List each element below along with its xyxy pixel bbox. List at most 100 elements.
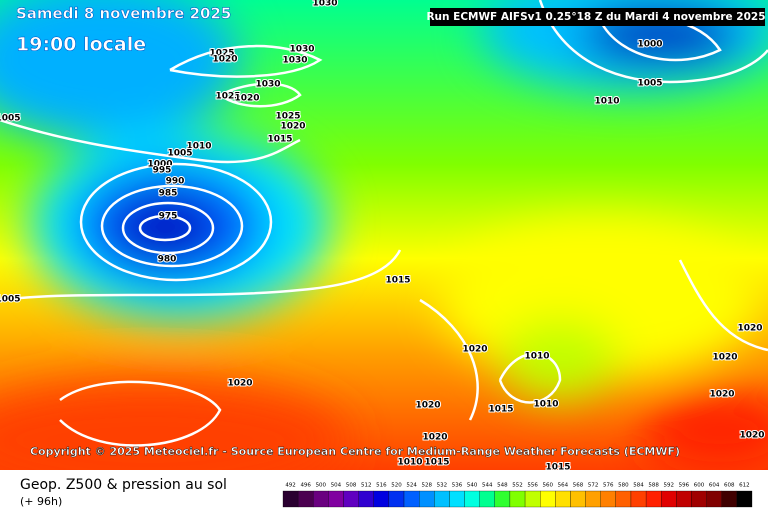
scale-label: 612 [739,483,750,489]
isobar-label: 1010 [594,97,619,107]
isobar-label: 1005 [637,79,662,89]
date-label: Samedi 8 novembre 2025 [16,5,231,23]
scale-label: 572 [588,483,599,489]
scale-swatch [464,490,480,508]
isobar-label: 1030 [255,80,280,90]
footer-lead: (+ 96h) [20,495,62,508]
scale-swatch [419,490,435,508]
isobar-label: 1010 [533,400,558,410]
scale-swatch [313,490,329,508]
isobar-label: 1020 [227,379,252,389]
scale-label: 500 [316,483,327,489]
scale-label: 596 [679,483,690,489]
scale-swatch [721,490,738,508]
scale-swatch [555,490,571,508]
scale-label: 544 [482,483,493,489]
scale-swatch [615,490,632,508]
scale-swatch [297,490,314,508]
scale-label: 516 [376,483,387,489]
scale-label: 508 [346,483,357,489]
scale-swatch [358,490,374,508]
isobar-label: 1020 [712,353,737,363]
isobar-label: 1015 [385,276,410,286]
isobar-label: 975 [159,212,178,222]
copyright: Copyright © 2025 Meteociel.fr - Source E… [30,445,680,458]
scale-label: 576 [603,483,614,489]
isobar-label: 1030 [289,45,314,55]
isobar-label: 995 [153,166,172,176]
scale-label: 600 [694,483,705,489]
isobar-label: 1020 [462,345,487,355]
scale-swatch [600,490,616,508]
scale-swatch [736,490,753,508]
isobar-label: 1025 [209,49,234,59]
isobar-label: 980 [158,255,177,265]
isobars [0,0,768,445]
scale-label: 524 [406,483,417,489]
scale-label: 604 [709,483,720,489]
scale-swatch [540,490,556,508]
scale-swatch [403,490,420,508]
isobar-label: 985 [159,189,178,199]
scale-swatch [691,490,707,508]
isobar-label: 1030 [312,0,337,9]
isobar-label: 1010 [186,142,211,152]
scale-swatch [661,490,677,508]
scale-swatch [373,490,390,508]
scale-label: 492 [285,483,296,489]
color-scale: 492 496 500 504 508 512 516 520 524 528 532 536 540 5… [282,483,753,508]
isobar-label: 1000 [147,160,172,170]
isobar-label: 1025 [215,92,240,102]
scale-swatch [494,490,511,508]
scale-label: 592 [664,483,675,489]
scale-label: 588 [648,483,659,489]
isobar-label: 1015 [267,135,292,145]
isobar-labels: 1030102510201030103010301025102010251020… [0,0,766,474]
scale-label: 540 [467,483,478,489]
run-banner [430,8,765,26]
scale-swatch [524,490,541,508]
scale-swatch [585,490,601,508]
run-label: Run ECMWF AIFSv1 0.25°18 Z du Mardi 4 no… [426,11,765,23]
isobar-label: 1030 [282,56,307,66]
scale-swatch [388,490,405,508]
scale-label: 564 [558,483,569,489]
isobar-label: 1010 [524,352,549,362]
isobar-label: 1020 [415,401,440,411]
scale-swatch [434,490,450,508]
scale-swatch [282,490,299,508]
scale-swatch [449,490,465,508]
scale-swatch [645,490,662,508]
isobar-label: 1015 [424,458,449,468]
isobar-label: 1005 [0,114,21,124]
isobar-label: 1020 [234,94,259,104]
isobar-label: 1025 [275,112,300,122]
scale-swatch [328,490,344,508]
scale-swatch [706,490,722,508]
footer-title: Geop. Z500 & pression au sol [20,477,227,493]
isobar-label: 1020 [422,433,447,443]
scale-label: 552 [512,483,523,489]
scale-swatch [630,490,647,508]
scale-swatch [509,490,526,508]
scale-swatch [570,490,586,508]
isobar-label: 1020 [280,122,305,132]
scale-label: 556 [527,483,538,489]
scale-label: 584 [633,483,644,489]
isobar-label: 1005 [0,295,21,305]
scale-label: 568 [573,483,584,489]
isobar-label: 1020 [739,431,764,441]
scale-label: 504 [331,483,342,489]
scale-label: 536 [452,483,463,489]
isobar-label: 990 [166,177,185,187]
isobar-label: 1005 [167,149,192,159]
isobar-label: 1015 [488,405,513,415]
scale-label: 528 [421,483,432,489]
scale-label: 520 [391,483,402,489]
scale-label: 496 [300,483,311,489]
scale-swatch [676,490,692,508]
scale-label: 580 [618,483,629,489]
time-label: 19:00 locale [16,34,146,56]
scale-swatch [479,490,495,508]
isobar-label: 1020 [737,324,762,334]
